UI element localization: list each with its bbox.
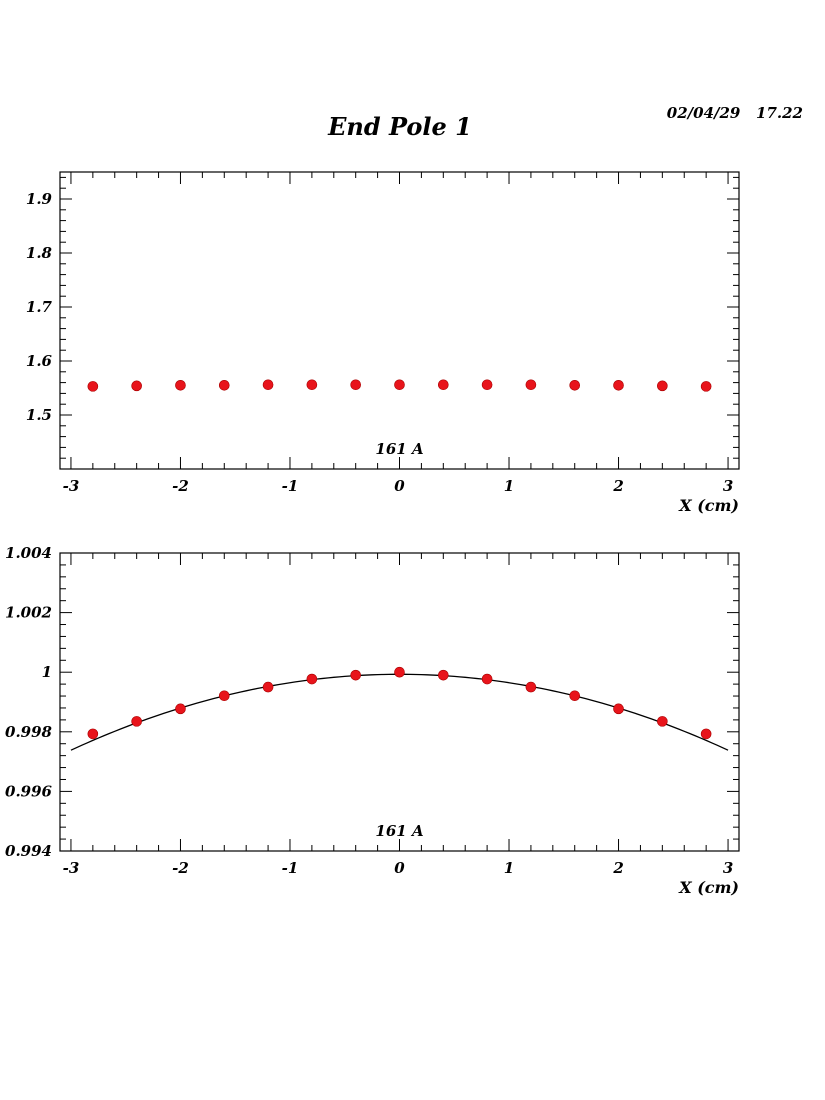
data-point: [481, 379, 493, 391]
x-tick-label: 2: [612, 859, 623, 877]
y-tick-label: 1.7: [26, 298, 53, 316]
data-point: [394, 666, 405, 678]
y-tick-label: 1.5: [26, 406, 52, 424]
data-point: [525, 379, 537, 391]
x-axis-label: X (cm): [678, 496, 739, 515]
data-point: [87, 728, 99, 740]
y-tick-label: 0.996: [5, 782, 53, 800]
current-annotation: 161 A: [375, 822, 423, 840]
y-tick-label: 1.9: [26, 190, 53, 208]
y-tick-label: 0.994: [5, 842, 52, 860]
x-tick-label: 0: [394, 859, 405, 877]
data-point: [700, 381, 712, 392]
y-tick-label: 1.8: [26, 244, 53, 262]
data-point: [87, 381, 99, 392]
data-point: [613, 703, 624, 715]
y-tick-label: 0.998: [5, 723, 53, 741]
data-point: [218, 379, 230, 391]
data-point: [438, 379, 449, 391]
x-tick-label: 3: [723, 477, 733, 495]
data-point: [657, 380, 668, 392]
data-point: [569, 379, 581, 391]
y-tick-label: 1.002: [5, 604, 52, 622]
chart-1: -3 -2 -1 0 1 2 3 1.5 1.6 1.7 1.8 1.9 X (cm) 161 A: [26, 171, 740, 515]
data-point: [350, 379, 361, 391]
data-point: [131, 380, 142, 392]
data-point: [306, 379, 318, 391]
plot-frame: [59, 552, 740, 852]
data-point: [569, 690, 581, 702]
x-tick-label: 3: [723, 859, 733, 877]
data-point: [481, 673, 493, 685]
x-tick-label: 1: [504, 477, 514, 495]
x-tick-label: -1: [282, 859, 299, 877]
x-tick-label: -3: [63, 477, 80, 495]
x-tick-label: -3: [63, 859, 80, 877]
data-point: [438, 669, 449, 681]
page-title: End Pole 1: [328, 112, 472, 141]
data-point: [613, 379, 624, 391]
y-tick-label: 1: [42, 663, 52, 681]
data-point: [175, 703, 186, 715]
current-annotation: 161 A: [375, 440, 423, 458]
data-point: [218, 690, 230, 702]
x-tick-label: 1: [504, 859, 514, 877]
x-axis-label: X (cm): [678, 878, 739, 897]
fit-curve: [70, 673, 729, 751]
y-tick-label: 1.6: [26, 352, 53, 370]
data-point: [350, 669, 361, 681]
data-point: [525, 681, 537, 693]
data-point: [175, 379, 186, 391]
plot-frame: [59, 171, 740, 470]
data-point: [394, 379, 405, 391]
data-point: [262, 681, 274, 693]
data-point: [700, 728, 712, 740]
data-point: [131, 716, 142, 727]
x-tick-label: -1: [282, 477, 299, 495]
data-point: [306, 673, 318, 685]
data-point: [262, 379, 274, 391]
x-tick-label: 0: [394, 477, 405, 495]
x-tick-label: -2: [172, 477, 189, 495]
x-tick-label: 2: [612, 477, 623, 495]
x-tick-label: -2: [172, 859, 189, 877]
data-point: [657, 716, 668, 727]
chart-2: -3 -2 -1 0 1 2 3 0.994 0.996 0.998 1 1.002 1.004 X (c…: [5, 544, 740, 897]
y-tick-label: 1.004: [5, 544, 52, 562]
timestamp: 02/04/29 17.22: [666, 104, 803, 122]
